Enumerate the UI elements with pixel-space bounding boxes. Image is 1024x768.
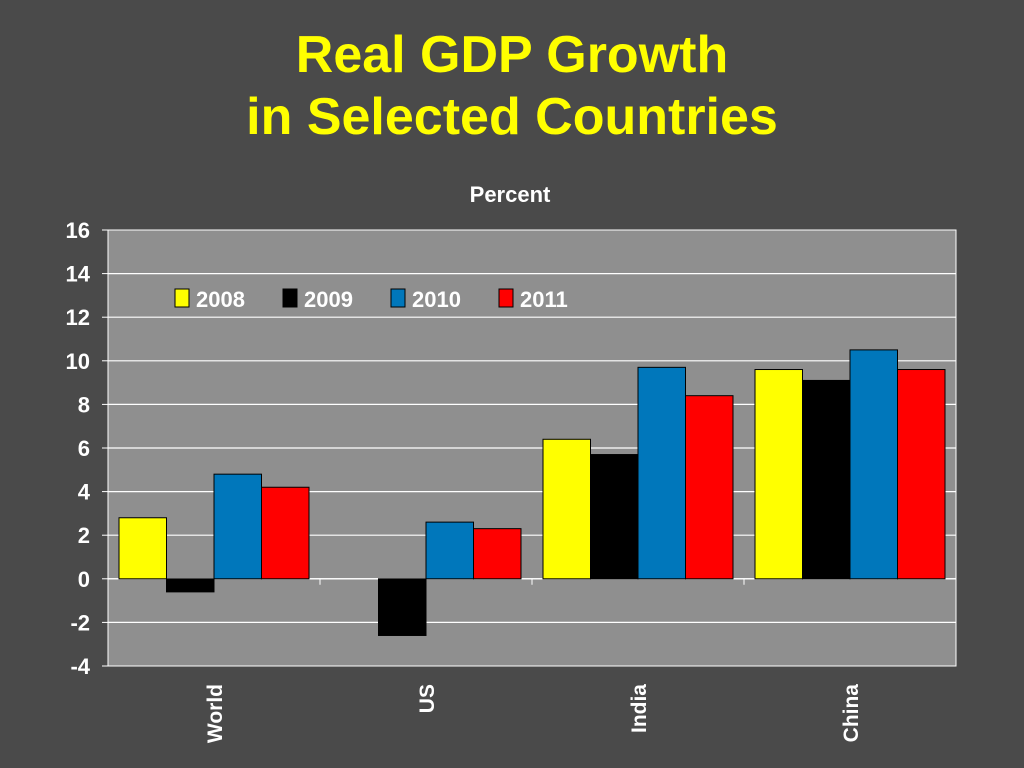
x-category-label: US [416, 684, 439, 713]
legend-label: 2010 [412, 287, 461, 312]
bar-china-2008 [754, 369, 803, 580]
y-tick-label: -2 [70, 610, 90, 635]
y-tick-label: 4 [78, 480, 91, 505]
y-tick-label: 14 [66, 262, 91, 287]
legend-label: 2009 [304, 287, 353, 312]
legend-swatch-2008 [174, 288, 190, 308]
bar-china-2011 [897, 369, 946, 580]
bar-us-2011 [473, 528, 522, 580]
legend-swatch-2011 [498, 288, 514, 308]
slide-title: Real GDP Growth in Selected Countries [0, 24, 1024, 148]
bar-world-2010 [213, 473, 262, 580]
x-category-label: World [204, 684, 227, 743]
y-tick-label: 16 [66, 218, 90, 243]
bar-china-2009 [802, 379, 851, 580]
title-line-2: in Selected Countries [246, 88, 778, 146]
title-line-1: Real GDP Growth [295, 26, 729, 84]
unit-label: Percent [469, 182, 551, 207]
legend-label: 2008 [196, 287, 245, 312]
bar-india-2011 [685, 395, 734, 580]
x-category-label: China [840, 684, 863, 743]
x-category-label: India [628, 684, 651, 733]
bar-china-2010 [849, 349, 898, 580]
legend-swatch-2009 [282, 288, 298, 308]
y-tick-label: 12 [66, 305, 90, 330]
legend-swatch-2010 [390, 288, 406, 308]
bar-india-2008 [542, 438, 591, 580]
bar-world-2008 [118, 517, 167, 580]
legend-label: 2011 [520, 287, 568, 312]
bar-india-2010 [637, 366, 686, 580]
y-tick-label: -4 [70, 654, 90, 679]
y-tick-label: 8 [78, 392, 90, 417]
y-tick-label: 0 [78, 567, 90, 592]
bar-us-2010 [425, 521, 474, 580]
bar-us-2009 [378, 578, 427, 636]
bar-world-2011 [261, 486, 310, 580]
bar-world-2009 [166, 578, 215, 593]
y-tick-label: 6 [78, 436, 90, 461]
y-tick-label: 10 [66, 349, 90, 374]
bar-india-2009 [590, 454, 639, 580]
y-tick-label: 2 [78, 523, 90, 548]
